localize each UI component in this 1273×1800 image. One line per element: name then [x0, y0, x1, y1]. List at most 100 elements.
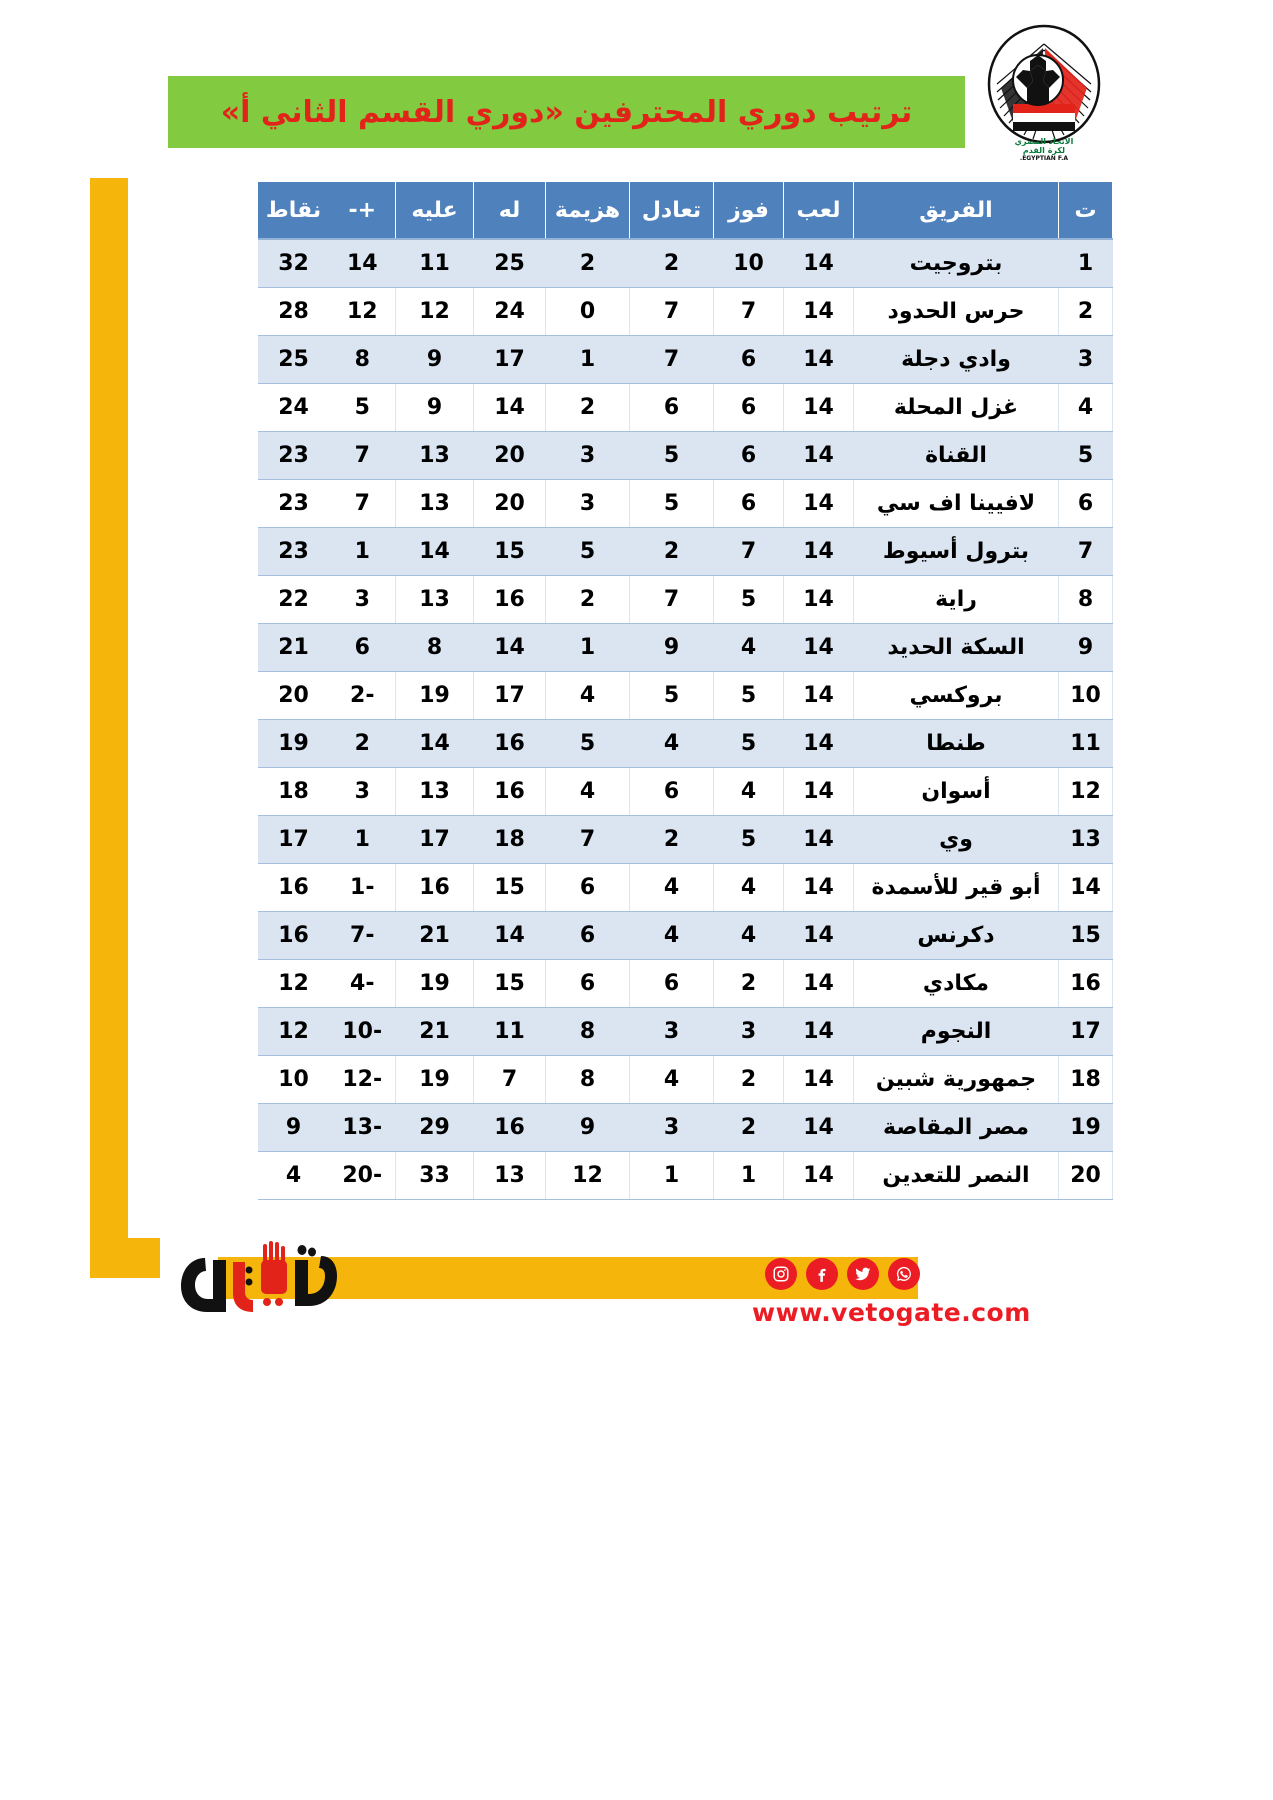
cell-pts: 19 [257, 719, 330, 768]
cell-pld: 14 [783, 239, 854, 288]
cell-w: 2 [713, 1103, 784, 1152]
page-header: الاتحاد المصري لكرة القدم EGYPTIAN F.A. … [168, 22, 1105, 162]
cell-ga: 9 [395, 335, 474, 384]
cell-pld: 14 [783, 671, 854, 720]
cell-gd: 7 [329, 431, 396, 480]
cell-l: 2 [545, 239, 630, 288]
instagram-icon[interactable] [765, 1258, 797, 1290]
cell-gf: 24 [473, 287, 546, 336]
cell-ga: 19 [395, 671, 474, 720]
cell-d: 6 [629, 383, 714, 432]
cell-pts: 16 [257, 911, 330, 960]
cell-gd: -1 [329, 863, 396, 912]
cell-gf: 7 [473, 1055, 546, 1104]
cell-w: 4 [713, 863, 784, 912]
cell-pld: 14 [783, 815, 854, 864]
table-row: 20 النصر للتعدين 14 1 1 12 13 33 -20 4 [257, 1151, 1113, 1200]
cell-d: 6 [629, 767, 714, 816]
cell-l: 1 [545, 623, 630, 672]
cell-pld: 14 [783, 1055, 854, 1104]
website-url[interactable]: www.vetogate.com [752, 1298, 1031, 1327]
column-header-goal-diff: +- [329, 182, 396, 240]
cell-ga: 19 [395, 959, 474, 1008]
cell-gd: 5 [329, 383, 396, 432]
cell-pld: 14 [783, 575, 854, 624]
table-row: 19 مصر المقاصة 14 2 3 9 16 29 -13 9 [257, 1103, 1113, 1152]
egyptian-fa-crest-icon: الاتحاد المصري لكرة القدم EGYPTIAN F.A. [983, 22, 1105, 162]
cell-pts: 16 [257, 863, 330, 912]
table-row: 18 جمهورية شبين 14 2 4 8 7 19 -12 10 [257, 1055, 1113, 1104]
cell-ga: 13 [395, 575, 474, 624]
cell-team: أسوان [853, 767, 1059, 816]
column-header-team: الفريق [853, 182, 1059, 240]
cell-rank: 13 [1058, 815, 1113, 864]
facebook-icon[interactable] [806, 1258, 838, 1290]
cell-ga: 14 [395, 527, 474, 576]
cell-d: 4 [629, 911, 714, 960]
cell-pts: 21 [257, 623, 330, 672]
column-header-draws: تعادل [629, 182, 714, 240]
cell-rank: 3 [1058, 335, 1113, 384]
cell-pts: 23 [257, 479, 330, 528]
cell-d: 1 [629, 1151, 714, 1200]
cell-d: 5 [629, 671, 714, 720]
cell-l: 3 [545, 479, 630, 528]
cell-pld: 14 [783, 335, 854, 384]
cell-w: 2 [713, 1055, 784, 1104]
cell-rank: 7 [1058, 527, 1113, 576]
cell-l: 2 [545, 383, 630, 432]
cell-l: 4 [545, 767, 630, 816]
social-links[interactable] [765, 1258, 920, 1290]
cell-gd: 8 [329, 335, 396, 384]
cell-rank: 8 [1058, 575, 1113, 624]
cell-ga: 8 [395, 623, 474, 672]
cell-gf: 15 [473, 527, 546, 576]
cell-gd: 7 [329, 479, 396, 528]
standings-table-body: 1 بتروجيت 14 10 2 2 25 11 14 32 2 حرس الحدود 14 7 7 0 24… [257, 239, 1113, 1200]
table-row: 1 بتروجيت 14 10 2 2 25 11 14 32 [257, 239, 1113, 288]
cell-team: راية [853, 575, 1059, 624]
cell-pts: 12 [257, 959, 330, 1008]
cell-gd: 1 [329, 815, 396, 864]
standings-table-container: ت الفريق لعب فوز تعادل هزيمة له عليه +- … [257, 182, 1113, 1200]
cell-rank: 1 [1058, 239, 1113, 288]
cell-w: 5 [713, 815, 784, 864]
cell-l: 7 [545, 815, 630, 864]
cell-rank: 11 [1058, 719, 1113, 768]
table-row: 17 النجوم 14 3 3 8 11 21 -10 12 [257, 1007, 1113, 1056]
cell-pts: 22 [257, 575, 330, 624]
cell-gf: 17 [473, 671, 546, 720]
cell-team: طنطا [853, 719, 1059, 768]
cell-team: بترول أسيوط [853, 527, 1059, 576]
cell-rank: 12 [1058, 767, 1113, 816]
cell-gd: 2 [329, 719, 396, 768]
cell-ga: 14 [395, 719, 474, 768]
cell-ga: 33 [395, 1151, 474, 1200]
cell-l: 8 [545, 1055, 630, 1104]
cell-d: 7 [629, 575, 714, 624]
whatsapp-icon[interactable] [888, 1258, 920, 1290]
cell-l: 8 [545, 1007, 630, 1056]
cell-rank: 10 [1058, 671, 1113, 720]
twitter-icon[interactable] [847, 1258, 879, 1290]
veto-logo[interactable] [175, 1240, 340, 1320]
cell-d: 5 [629, 431, 714, 480]
cell-gf: 20 [473, 479, 546, 528]
table-row: 5 القناة 14 6 5 3 20 13 7 23 [257, 431, 1113, 480]
cell-gd: -12 [329, 1055, 396, 1104]
cell-gf: 16 [473, 719, 546, 768]
cell-w: 6 [713, 431, 784, 480]
cell-w: 10 [713, 239, 784, 288]
cell-l: 6 [545, 959, 630, 1008]
table-row: 13 وي 14 5 2 7 18 17 1 17 [257, 815, 1113, 864]
svg-text:لكرة القدم: لكرة القدم [1023, 146, 1065, 155]
cell-gf: 15 [473, 863, 546, 912]
cell-gf: 20 [473, 431, 546, 480]
cell-rank: 5 [1058, 431, 1113, 480]
cell-team: السكة الحديد [853, 623, 1059, 672]
column-header-goals-for: له [473, 182, 546, 240]
cell-d: 3 [629, 1007, 714, 1056]
cell-pts: 18 [257, 767, 330, 816]
table-row: 15 دكرنس 14 4 4 6 14 21 -7 16 [257, 911, 1113, 960]
cell-rank: 2 [1058, 287, 1113, 336]
